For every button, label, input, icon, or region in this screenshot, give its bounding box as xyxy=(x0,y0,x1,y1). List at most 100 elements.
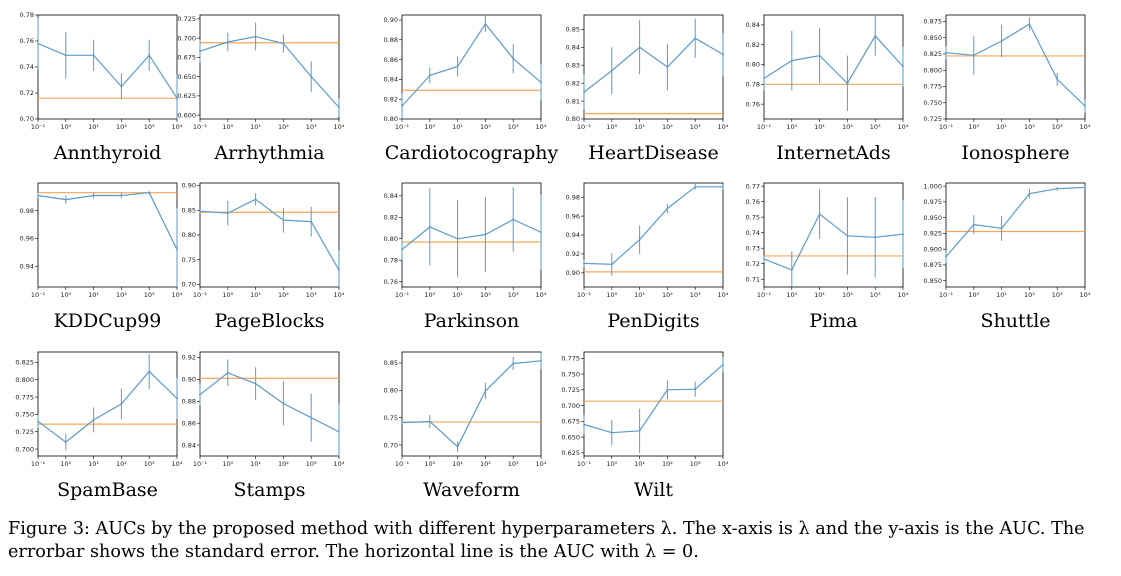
y-tick-label: 0.82 xyxy=(384,95,398,103)
y-tick-label: 0.975 xyxy=(923,198,942,206)
x-tick-label: 10² xyxy=(278,291,289,299)
x-tick-label: 10⁴ xyxy=(334,123,345,131)
panel-arrhythmia: 0.600 0.625 0.650 0.675 0.700 0.725 10⁻¹ 10⁰ 10¹… xyxy=(177,14,345,164)
data-point xyxy=(790,269,793,271)
x-tick-label: 10³ xyxy=(306,123,317,131)
x-tick-label: 10⁻¹ xyxy=(939,123,954,131)
y-tick-label: 0.900 xyxy=(923,245,942,253)
y-tick-label: 0.82 xyxy=(566,79,580,87)
series-line xyxy=(583,37,724,93)
panel-title: HeartDisease xyxy=(588,142,719,164)
y-tick-label: 0.850 xyxy=(923,34,942,42)
y-tick-label: 0.825 xyxy=(15,359,34,367)
y-tick-label: 0.84 xyxy=(746,21,760,29)
x-tick-label: 10⁰ xyxy=(968,123,979,131)
series-line xyxy=(37,43,178,99)
x-tick-label: 10⁰ xyxy=(222,460,233,468)
y-tick-label: 0.625 xyxy=(561,449,580,457)
y-tick-label: 0.80 xyxy=(566,115,580,123)
x-tick-label: 10³ xyxy=(306,460,317,468)
x-tick-label: 10⁰ xyxy=(60,291,71,299)
y-tick-label: 0.625 xyxy=(177,92,196,100)
x-tick-label: 10³ xyxy=(306,291,317,299)
data-point xyxy=(846,82,849,85)
y-tick-label: 0.80 xyxy=(182,231,196,239)
data-point xyxy=(763,258,765,260)
x-tick-label: 10² xyxy=(1024,123,1035,131)
data-point xyxy=(254,35,257,38)
data-point xyxy=(666,207,669,210)
data-point xyxy=(64,441,67,444)
x-tick-label: 10² xyxy=(278,123,289,131)
axes-frame xyxy=(583,14,724,120)
data-point xyxy=(512,57,515,60)
x-tick-label: 10¹ xyxy=(88,123,99,131)
data-point xyxy=(310,416,313,419)
data-point xyxy=(666,388,669,391)
axes-frame xyxy=(401,351,542,457)
x-tick-label: 10⁻¹ xyxy=(193,460,208,468)
panel-title: Parkinson xyxy=(424,310,520,332)
axes-frame xyxy=(199,182,340,288)
y-tick-label: 0.775 xyxy=(15,393,34,401)
y-tick-label: 0.70 xyxy=(384,441,398,449)
x-tick-label: 10⁻¹ xyxy=(577,123,592,131)
data-point xyxy=(92,194,95,197)
x-tick-label: 10² xyxy=(662,460,673,468)
data-point xyxy=(722,185,724,188)
panel-title: SpamBase xyxy=(57,479,158,501)
x-tick-label: 10¹ xyxy=(634,460,645,468)
panel-pendigits: 0.90 0.92 0.94 0.96 0.98 10⁻¹ 10⁰ 10¹ 10² 10³ 10⁴ P… xyxy=(566,182,729,332)
axes-frame xyxy=(199,351,340,457)
x-tick-label: 10¹ xyxy=(250,291,261,299)
data-point xyxy=(610,431,613,434)
y-tick-label: 0.725 xyxy=(561,386,580,394)
data-point xyxy=(1056,187,1059,190)
y-tick-label: 0.98 xyxy=(20,207,34,215)
y-tick-label: 0.675 xyxy=(561,418,580,426)
x-tick-label: 10⁻¹ xyxy=(395,291,410,299)
y-tick-label: 0.94 xyxy=(20,262,34,270)
x-tick-label: 10³ xyxy=(508,123,519,131)
data-point xyxy=(484,389,487,392)
data-point xyxy=(790,59,793,62)
y-tick-label: 0.96 xyxy=(566,212,580,220)
panel-title: Cardiotocography xyxy=(385,142,559,164)
y-tick-label: 0.800 xyxy=(15,376,34,384)
data-point xyxy=(120,85,123,88)
y-tick-label: 0.700 xyxy=(15,445,34,453)
axes-frame xyxy=(401,182,542,288)
panel-pageblocks: 0.70 0.75 0.80 0.85 0.90 10⁻¹ 10⁰ 10¹ 10² 10³ 10⁴ P… xyxy=(182,182,345,332)
data-point xyxy=(972,223,975,226)
y-tick-label: 0.75 xyxy=(746,213,760,221)
y-tick-label: 0.96 xyxy=(20,235,34,243)
panel-title: Shuttle xyxy=(980,310,1050,332)
y-tick-label: 0.72 xyxy=(20,89,34,97)
x-tick-label: 10³ xyxy=(144,123,155,131)
data-point xyxy=(401,105,403,108)
panel-waveform: 0.70 0.75 0.80 0.85 10⁻¹ 10⁰ 10¹ 10² 10³ 10⁴ Wavef… xyxy=(384,351,547,501)
y-tick-label: 0.800 xyxy=(923,66,942,74)
data-point xyxy=(428,74,431,77)
x-tick-label: 10⁰ xyxy=(60,123,71,131)
data-point xyxy=(638,429,641,432)
y-tick-label: 0.84 xyxy=(384,192,398,200)
x-tick-label: 10¹ xyxy=(88,291,99,299)
data-point xyxy=(846,234,849,237)
series-line xyxy=(199,372,340,433)
x-tick-label: 10⁻¹ xyxy=(31,123,46,131)
data-point xyxy=(512,362,515,365)
y-tick-label: 0.70 xyxy=(182,281,196,289)
y-tick-label: 0.82 xyxy=(384,214,398,222)
data-point xyxy=(512,218,515,221)
x-tick-label: 10² xyxy=(116,460,127,468)
figure-grid: 0.70 0.72 0.74 0.76 0.78 10⁻¹ 10⁰ 10¹ 10² 10³ 10⁴ A… xyxy=(15,11,1090,501)
y-tick-label: 0.84 xyxy=(182,441,196,449)
y-tick-label: 0.650 xyxy=(561,433,580,441)
x-tick-label: 10⁴ xyxy=(718,123,729,131)
data-point xyxy=(540,231,542,234)
x-tick-label: 10² xyxy=(1024,291,1035,299)
x-tick-label: 10³ xyxy=(870,291,881,299)
x-tick-label: 10⁻¹ xyxy=(193,291,208,299)
panel-cardiotocography: 0.80 0.82 0.84 0.86 0.88 0.90 10⁻¹ 10⁰ 10¹ 10² 10³… xyxy=(384,14,559,164)
